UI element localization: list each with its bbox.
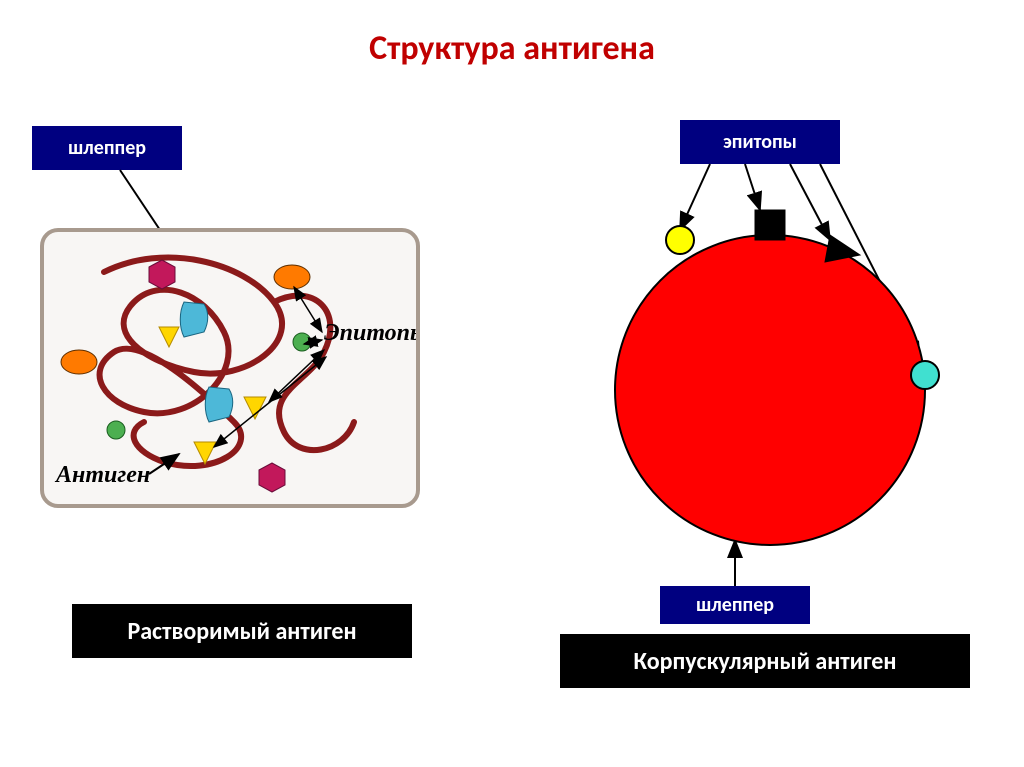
label-shlepper-right: шлеппер [660,586,810,624]
page-title: Структура антигена [0,0,1024,69]
soluble-antigen-diagram: Эпитопы Антиген [44,232,416,504]
label-epitopes-right: эпитопы [680,120,840,164]
soluble-antigen-panel: Эпитопы Антиген [40,228,420,508]
label-soluble-antigen: Растворимый антиген [72,604,412,658]
corpuscular-antigen-panel [560,180,980,580]
svg-text:Антиген: Антиген [54,462,150,488]
label-corpuscular-antigen: Корпускулярный антиген [560,634,970,688]
corpuscular-antigen-diagram [560,180,980,580]
svg-text:Эпитопы: Эпитопы [324,320,416,346]
label-shlepper-left: шлеппер [32,126,182,170]
